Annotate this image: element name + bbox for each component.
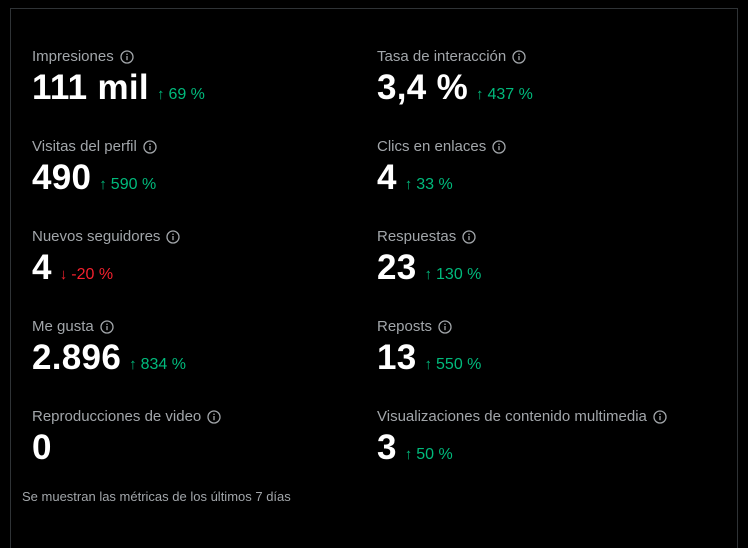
metric-visitas-perfil: Visitas del perfil 490 ↑ 590 %	[32, 138, 372, 196]
metric-value: 0	[32, 428, 52, 467]
metric-value: 4	[377, 158, 397, 197]
info-icon[interactable]	[653, 410, 667, 424]
metric-impresiones: Impresiones 111 mil ↑ 69 %	[32, 48, 372, 106]
arrow-up-icon: ↑	[404, 446, 413, 463]
change-badge: ↑ 33 %	[404, 176, 453, 193]
info-icon[interactable]	[143, 140, 157, 154]
arrow-up-icon: ↑	[424, 356, 433, 373]
metric-label: Respuestas	[377, 228, 457, 245]
arrow-up-icon: ↑	[424, 266, 433, 283]
metric-label: Reposts	[377, 318, 433, 335]
analytics-panel	[10, 8, 738, 548]
metric-value: 23	[377, 248, 417, 287]
info-icon[interactable]	[207, 410, 221, 424]
metrics-footnote: Se muestran las métricas de los últimos …	[22, 489, 291, 504]
metric-label: Reproducciones de video	[32, 408, 202, 425]
change-badge: ↑ 834 %	[129, 356, 186, 373]
metric-clics-enlaces: Clics en enlaces 4 ↑ 33 %	[377, 138, 717, 196]
change-badge: ↑ 590 %	[99, 176, 157, 193]
info-icon[interactable]	[166, 230, 181, 244]
arrow-up-icon: ↑	[156, 86, 165, 103]
metric-visualizaciones-multimedia: Visualizaciones de contenido multimedia …	[377, 408, 727, 466]
metric-value: 3	[377, 428, 397, 467]
metric-label: Clics en enlaces	[377, 138, 487, 155]
info-icon[interactable]	[462, 230, 476, 244]
metric-tasa-interaccion: Tasa de interacción 3,4 % ↑ 437 %	[377, 48, 717, 106]
metric-label: Nuevos seguidores	[32, 228, 161, 245]
metric-value: 2.896	[32, 338, 122, 377]
metric-label: Visualizaciones de contenido multimedia	[377, 408, 647, 425]
change-badge: ↑ 130 %	[424, 266, 482, 283]
change-badge: ↑ 550 %	[424, 356, 482, 373]
info-icon[interactable]	[120, 50, 134, 64]
info-icon[interactable]	[438, 320, 452, 334]
info-icon[interactable]	[100, 320, 114, 334]
metric-value: 111 mil	[32, 68, 149, 107]
arrow-up-icon: ↑	[99, 176, 107, 193]
change-badge: ↑ 50 %	[404, 446, 453, 463]
metric-label: Visitas del perfil	[32, 138, 137, 155]
change-badge: ↑ 69 %	[156, 86, 205, 103]
metric-value: 13	[377, 338, 417, 377]
metric-label: Impresiones	[32, 48, 114, 65]
metric-reproducciones-video: Reproducciones de video 0	[32, 408, 372, 466]
metric-value: 490	[32, 158, 92, 197]
change-badge: ↑ 437 %	[476, 86, 533, 103]
change-badge: ↓ -20 %	[59, 266, 114, 283]
metric-value: 4	[32, 248, 52, 287]
metric-label: Tasa de interacción	[377, 48, 507, 65]
arrow-down-icon: ↓	[59, 266, 68, 283]
info-icon[interactable]	[492, 140, 506, 154]
info-icon[interactable]	[512, 50, 526, 64]
metric-reposts: Reposts 13 ↑ 550 %	[377, 318, 717, 376]
metric-label: Me gusta	[32, 318, 94, 335]
metric-me-gusta: Me gusta 2.896 ↑ 834 %	[32, 318, 372, 376]
arrow-up-icon: ↑	[404, 176, 413, 193]
metric-value: 3,4 %	[377, 68, 468, 107]
metric-nuevos-seguidores: Nuevos seguidores 4 ↓ -20 %	[32, 228, 372, 286]
arrow-up-icon: ↑	[476, 86, 484, 103]
arrow-up-icon: ↑	[129, 356, 137, 373]
metric-respuestas: Respuestas 23 ↑ 130 %	[377, 228, 717, 286]
